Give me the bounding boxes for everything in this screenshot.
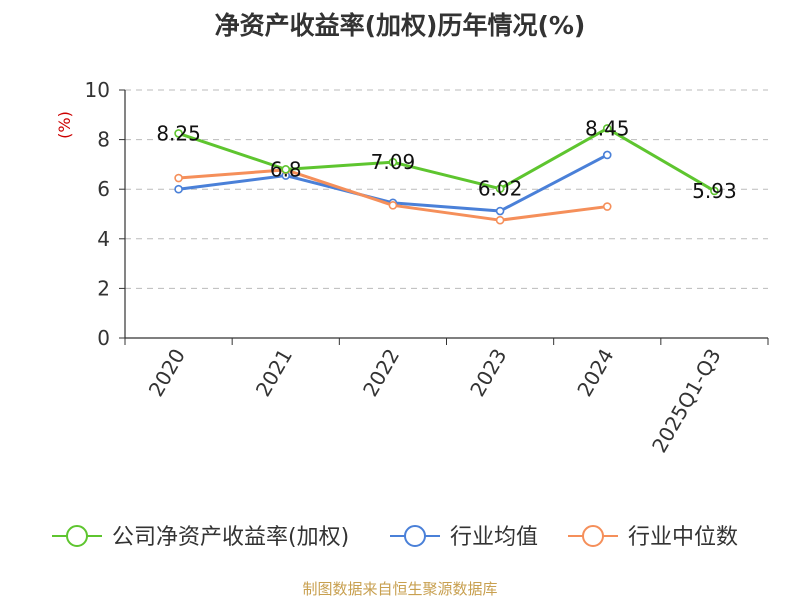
- series-point: [495, 184, 505, 194]
- legend-marker: [582, 525, 604, 547]
- data-label: 8.25: [156, 121, 201, 145]
- data-label: 6.02: [478, 177, 523, 201]
- series-point: [174, 173, 183, 183]
- series-line: [178, 126, 716, 193]
- series-point: [495, 215, 505, 225]
- data-label: 5.93: [692, 179, 737, 203]
- y-tick-label: 10: [85, 78, 110, 102]
- legend-label: 行业均值: [450, 525, 538, 550]
- series-point: [174, 184, 183, 194]
- y-tick-label: 2: [97, 276, 110, 300]
- y-axis-unit-label: (%): [55, 111, 74, 139]
- series-point: [602, 150, 612, 160]
- data-label: 7.09: [371, 150, 416, 174]
- series-point: [495, 206, 505, 216]
- legend-label: 行业中位数: [628, 525, 738, 550]
- legend-marker: [404, 525, 426, 547]
- x-tick-label: 2021: [251, 345, 297, 401]
- series-point: [602, 124, 612, 133]
- series-line: [178, 168, 608, 222]
- y-tick-label: 4: [97, 227, 110, 251]
- grid-lines: [125, 89, 768, 289]
- series-point: [388, 201, 398, 210]
- data-labels: 8.25 6.8 7.09 6.02 8.45 5.93: [156, 116, 736, 202]
- y-tick-label: 6: [97, 177, 110, 201]
- x-tick-label: 2024: [572, 345, 618, 401]
- x-tick-label: 2023: [465, 345, 511, 401]
- legend: 公司净资产收益率(加权) 行业均值 行业中位数: [52, 525, 738, 550]
- data-label: 6.8: [270, 157, 302, 181]
- series-point: [710, 186, 719, 196]
- series-point: [602, 202, 612, 211]
- chart-title: 净资产收益率(加权)历年情况(%): [215, 11, 586, 40]
- data-label: 8.45: [585, 116, 630, 140]
- y-tick-label: 0: [97, 326, 110, 350]
- series-lines: [174, 124, 719, 225]
- x-tick-label: 2020: [144, 345, 190, 401]
- series-point: [388, 157, 398, 167]
- legend-label: 公司净资产收益率(加权): [112, 525, 349, 550]
- series-point: [174, 129, 183, 138]
- x-tick-label: 2025Q1-Q3: [647, 345, 726, 457]
- y-tick-label: 8: [97, 128, 110, 152]
- series-point: [281, 165, 291, 174]
- x-tick-label: 2022: [358, 345, 404, 401]
- source-note: 制图数据来自恒生聚源数据库: [302, 580, 497, 598]
- legend-marker: [66, 525, 88, 547]
